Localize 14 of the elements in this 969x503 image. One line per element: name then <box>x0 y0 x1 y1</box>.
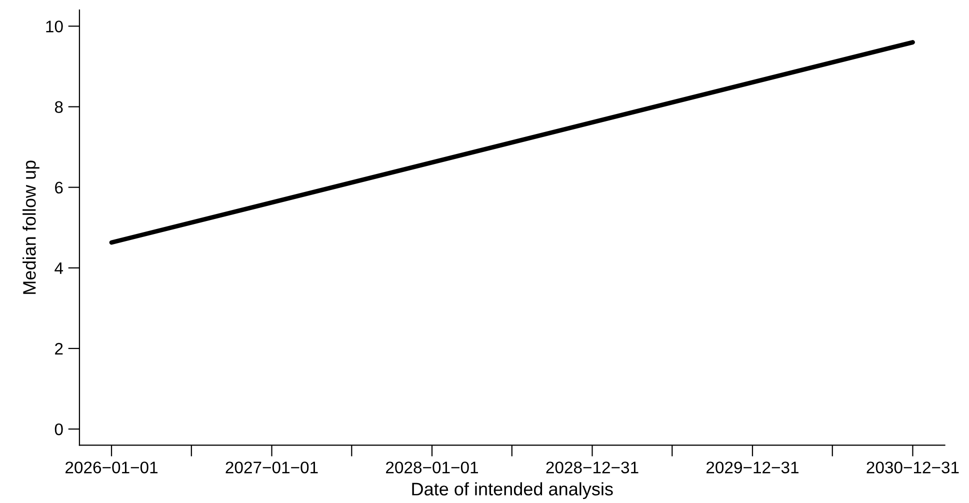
x-tick-label: 2026−01−01 <box>66 462 158 474</box>
x-tick-label: 2028−01−01 <box>386 462 478 474</box>
x-tick-label: 2029−12−31 <box>706 462 798 474</box>
x-tick-label: 2027−01−01 <box>226 462 318 474</box>
y-tick-label: 8 <box>54 101 63 113</box>
y-axis-title: Median follow up <box>22 160 40 294</box>
y-tick-label: 6 <box>55 182 63 194</box>
y-tick-label: 10 <box>46 20 63 32</box>
y-tick-label: 2 <box>55 342 63 355</box>
x-tick-label: 2030−12−31 <box>866 462 959 474</box>
x-tick-label: 2028−12−31 <box>546 462 638 474</box>
y-tick-label: 4 <box>54 262 63 274</box>
y-tick-label: 0 <box>54 423 63 436</box>
x-axis-title: Date of intended analysis <box>412 482 613 500</box>
